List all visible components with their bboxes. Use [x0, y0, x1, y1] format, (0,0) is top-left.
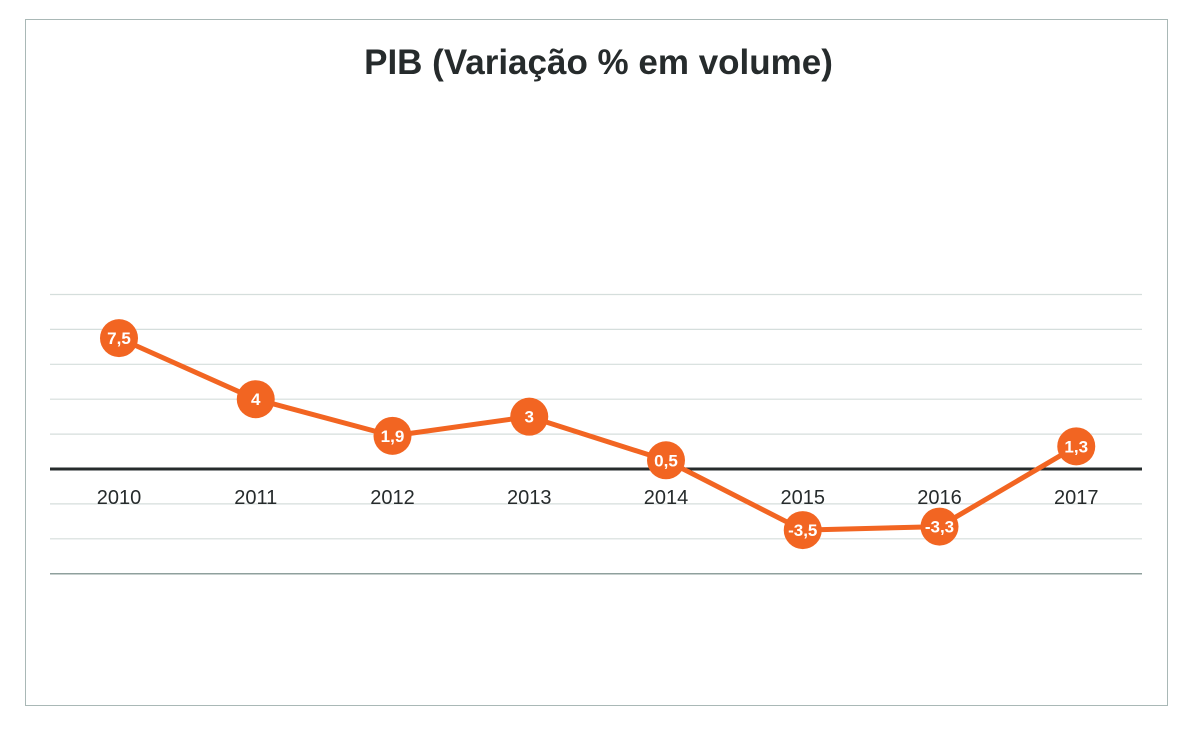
data-label: 1,9 — [381, 427, 405, 446]
data-label: -3,5 — [788, 521, 817, 540]
data-label: 0,5 — [654, 451, 678, 470]
x-tick-label: 2015 — [781, 487, 826, 509]
data-point — [1057, 427, 1096, 466]
chart-title: PIB (Variação % em volume) — [364, 43, 833, 82]
x-tick-label: 2012 — [370, 487, 415, 509]
x-tick-label: 2014 — [644, 487, 689, 509]
x-axis: 2010 2011 2012 2013 2014 2015 2016 2017 — [50, 467, 1142, 509]
x-tick-label: 2016 — [917, 487, 962, 509]
chart-frame — [25, 19, 1168, 706]
data-label: 4 — [251, 390, 261, 409]
x-tick-label: 2013 — [507, 487, 552, 509]
data-point — [236, 380, 275, 419]
x-tick-label: 2011 — [234, 487, 277, 509]
data-point — [920, 507, 959, 546]
x-tick-label: 2010 — [97, 487, 142, 509]
series-line — [116, 335, 1079, 533]
data-label: -3,3 — [925, 518, 954, 537]
data-label: 3 — [525, 408, 534, 427]
data-point — [373, 416, 412, 455]
gridlines — [50, 293, 1142, 575]
data-series: 7,5 4 1,9 3 0,5 -3,5 -3,3 1,3 — [100, 319, 1096, 550]
data-point — [100, 319, 138, 358]
data-point — [783, 511, 822, 550]
data-point — [647, 441, 685, 480]
data-point — [510, 397, 549, 436]
data-label: 7,5 — [107, 329, 131, 348]
data-label: 1,3 — [1064, 437, 1088, 456]
x-tick-label: 2017 — [1054, 487, 1099, 509]
